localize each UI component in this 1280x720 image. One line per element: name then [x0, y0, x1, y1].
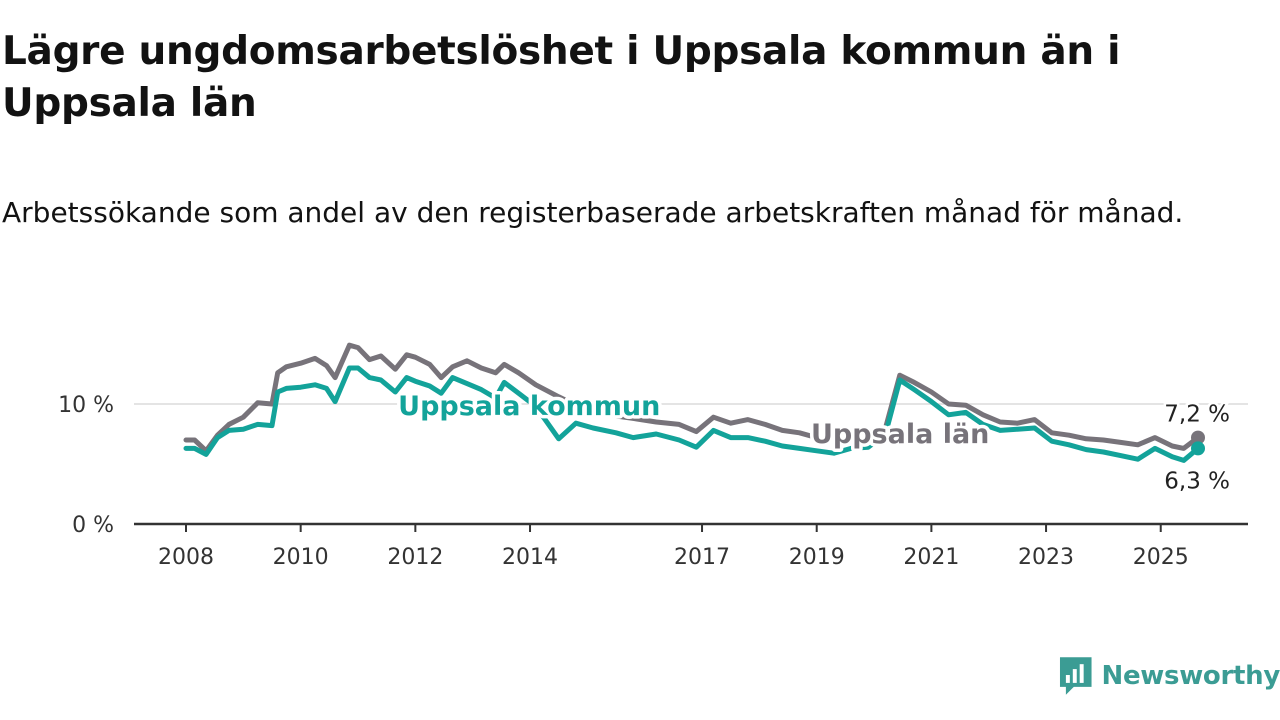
x-tick-label: 2012 [387, 545, 443, 570]
x-tick-label: 2021 [903, 545, 959, 570]
chart-subtitle: Arbetssökande som andel av den registerb… [2, 196, 1184, 229]
end-point-uppsala-län [1191, 430, 1205, 445]
chart-bubble-icon [1059, 657, 1092, 695]
series-lines [183, 342, 1205, 463]
x-tick-label: 2010 [273, 545, 329, 570]
x-tick-label: 2023 [1018, 545, 1074, 570]
inline-label-uppsala-kommun: Uppsala kommun [398, 391, 660, 422]
x-tick-label: 2017 [674, 545, 730, 570]
axes: 0 % 10 % 2008 2010 2012 2014 2017 2019 2021 2023 2… [58, 393, 1248, 570]
x-tick-label: 2025 [1133, 545, 1189, 570]
series-labels: Uppsala län Uppsala kommun 7,2 % 6,3 % [395, 388, 1233, 497]
end-label-uppsala-kommun: 6,3 % [1164, 468, 1230, 494]
chart-title: Lägre ungdomsarbetslöshet i Uppsala komm… [2, 29, 1121, 126]
series-line-uppsala-kommun [183, 365, 1201, 463]
newsworthy-brand[interactable]: Newsworthy [1058, 654, 1280, 698]
x-tick-label: 2014 [502, 545, 558, 570]
end-label-uppsala-län: 7,2 % [1164, 402, 1230, 428]
brand-name: Newsworthy [1101, 661, 1280, 691]
series-line-uppsala-län [183, 342, 1201, 454]
inline-label-uppsala-län: Uppsala län [811, 419, 989, 450]
x-tick-label: 2008 [158, 545, 214, 570]
end-point-uppsala-kommun [1191, 441, 1205, 456]
y-tick-label: 10 % [58, 393, 114, 418]
y-tick-label: 0 % [72, 513, 114, 538]
x-tick-label: 2019 [789, 545, 845, 570]
